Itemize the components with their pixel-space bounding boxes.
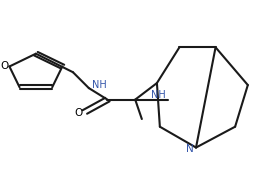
Text: NH: NH	[151, 90, 166, 100]
Text: O: O	[1, 61, 9, 72]
Text: NH: NH	[92, 80, 107, 90]
Text: O: O	[74, 108, 82, 118]
Text: N: N	[186, 144, 193, 154]
